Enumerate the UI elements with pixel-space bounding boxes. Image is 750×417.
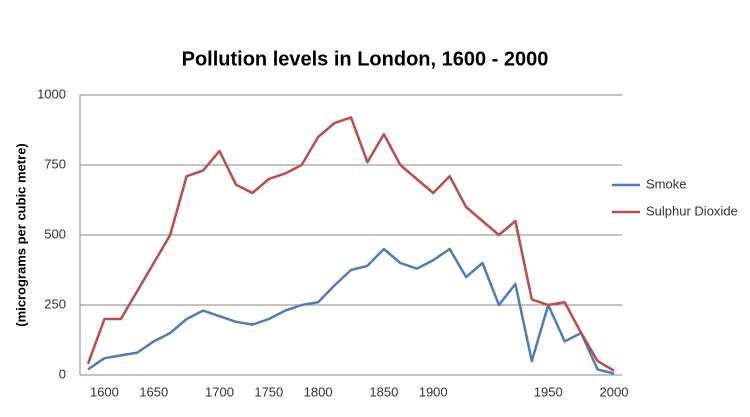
legend-label: Sulphur Dioxide [646, 203, 738, 218]
x-tick-label: 1750 [254, 384, 283, 399]
x-tick-label: 1800 [304, 384, 333, 399]
x-tick-label: 1850 [369, 384, 398, 399]
y-tick-label: 500 [44, 226, 66, 241]
x-tick-label: 1900 [419, 384, 448, 399]
y-tick-label: 750 [44, 156, 66, 171]
x-tick-label: 1650 [139, 384, 168, 399]
y-axis-label: (micrograms per cubic metre) [13, 143, 28, 327]
data-line [86, 116, 615, 372]
chart-title: Pollution levels in London, 1600 - 2000 [182, 48, 549, 70]
x-tick-label: 1700 [205, 384, 234, 399]
y-tick-label: 250 [44, 296, 66, 311]
data-line [87, 247, 615, 375]
y-tick-label: 1000 [37, 86, 66, 101]
legend-label: Smoke [646, 176, 686, 191]
x-tick-label: 1950 [534, 384, 563, 399]
y-tick-label: 0 [59, 366, 66, 381]
x-tick-label: 1600 [90, 384, 119, 399]
x-tick-label: 2000 [600, 384, 629, 399]
